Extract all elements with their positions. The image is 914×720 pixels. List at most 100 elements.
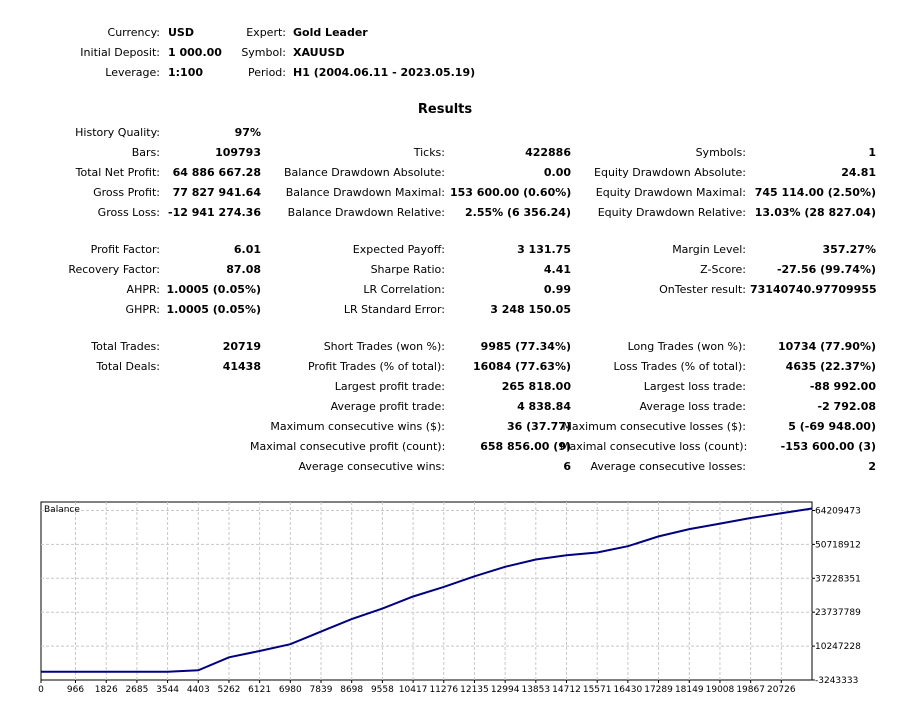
equity-drawdown-absolute-value: 24.81: [841, 166, 876, 179]
maximal-consecutive-profit-label: Maximal consecutive profit (count):: [250, 440, 446, 453]
ahpr-value: 1.0005 (0.05%): [166, 283, 262, 296]
period-value: H1 (2004.06.11 - 2023.05.19): [293, 66, 476, 79]
maximal-consecutive-loss-value: -153 600.00 (3): [780, 440, 876, 453]
x-tick-label: 13853: [521, 685, 550, 695]
y-tick-label: 10247228: [815, 642, 861, 652]
margin-level-label: Margin Level:: [672, 243, 746, 256]
x-tick-label: 3544: [156, 685, 179, 695]
margin-level-value: 357.27%: [822, 243, 876, 256]
x-tick-label: 15571: [583, 685, 612, 695]
ahpr-label: AHPR:: [126, 283, 160, 296]
ghpr-value: 1.0005 (0.05%): [166, 303, 262, 316]
lr-standard-error-value: 3 248 150.05: [490, 303, 571, 316]
recovery-factor-value: 87.08: [226, 263, 261, 276]
long-trades-value: 10734 (77.90%): [778, 340, 876, 353]
x-tick-label: 2685: [125, 685, 148, 695]
short-trades-label: Short Trades (won %):: [323, 340, 445, 353]
long-trades-label: Long Trades (won %):: [627, 340, 746, 353]
equity-drawdown-relative-label: Equity Drawdown Relative:: [597, 206, 746, 219]
x-tick-label: 6121: [248, 685, 271, 695]
lr-correlation-label: LR Correlation:: [363, 283, 445, 296]
average-consecutive-losses-value: 2: [868, 460, 876, 473]
maximal-consecutive-profit-value: 658 856.00 (9): [480, 440, 571, 453]
ontester-result-value: 73140740.97709955: [750, 283, 877, 296]
expert-value: Gold Leader: [293, 26, 368, 39]
z-score-label: Z-Score:: [700, 263, 746, 276]
y-tick-label: -3243333: [815, 676, 858, 686]
bars-label: Bars:: [131, 146, 160, 159]
average-profit-trade-label: Average profit trade:: [330, 400, 445, 413]
equity-drawdown-relative-value: 13.03% (28 827.04): [754, 206, 876, 219]
balance-drawdown-relative-value: 2.55% (6 356.24): [465, 206, 571, 219]
y-tick-label: 37228351: [815, 574, 861, 584]
expected-payoff-label: Expected Payoff:: [352, 243, 445, 256]
z-score-value: -27.56 (99.74%): [776, 263, 876, 276]
ghpr-label: GHPR:: [125, 303, 160, 316]
max-consecutive-losses-label: Maximum consecutive losses ($):: [562, 420, 746, 433]
gross-profit-value: 77 827 941.64: [172, 186, 261, 199]
balance-drawdown-maximal-value: 153 600.00 (0.60%): [450, 186, 572, 199]
x-tick-label: 16430: [614, 685, 643, 695]
x-tick-label: 10417: [399, 685, 428, 695]
expert-label: Expert:: [246, 26, 286, 39]
currency-label: Currency:: [107, 26, 160, 39]
x-tick-label: 12135: [460, 685, 489, 695]
x-tick-label: 966: [67, 685, 84, 695]
gross-loss-label: Gross Loss:: [97, 206, 160, 219]
x-tick-label: 19867: [736, 685, 765, 695]
x-tick-label: 17289: [644, 685, 673, 695]
x-tick-label: 18149: [675, 685, 704, 695]
x-tick-label: 7839: [310, 685, 333, 695]
ticks-label: Ticks:: [413, 146, 445, 159]
balance-drawdown-relative-label: Balance Drawdown Relative:: [287, 206, 445, 219]
total-trades-label: Total Trades:: [91, 340, 160, 353]
leverage-label: Leverage:: [105, 66, 160, 79]
average-loss-trade-label: Average loss trade:: [639, 400, 746, 413]
balance-drawdown-absolute-value: 0.00: [543, 166, 571, 179]
x-tick-label: 9558: [371, 685, 394, 695]
chart-frame: [40, 501, 813, 681]
balance-drawdown-absolute-label: Balance Drawdown Absolute:: [283, 166, 445, 179]
sharpe-ratio-value: 4.41: [543, 263, 571, 276]
balance-line: [41, 507, 813, 673]
y-tick-label: 64209473: [815, 506, 861, 516]
recovery-factor-label: Recovery Factor:: [68, 263, 160, 276]
leverage-value: 1:100: [168, 66, 204, 79]
lr-correlation-value: 0.99: [543, 283, 571, 296]
lr-standard-error-label: LR Standard Error:: [343, 303, 445, 316]
gross-profit-label: Gross Profit:: [93, 186, 160, 199]
symbols-value: 1: [868, 146, 876, 159]
ticks-value: 422886: [525, 146, 571, 159]
loss-trades-value: 4635 (22.37%): [785, 360, 876, 373]
largest-loss-trade-value: -88 992.00: [809, 380, 876, 393]
average-consecutive-wins-label: Average consecutive wins:: [298, 460, 445, 473]
ontester-result-label: OnTester result:: [659, 283, 746, 296]
short-trades-value: 9985 (77.34%): [480, 340, 571, 353]
x-tick-label: 8698: [340, 685, 363, 695]
symbol-label: Symbol:: [241, 46, 286, 59]
sharpe-ratio-label: Sharpe Ratio:: [370, 263, 445, 276]
loss-trades-label: Loss Trades (% of total):: [613, 360, 746, 373]
profit-factor-label: Profit Factor:: [90, 243, 160, 256]
largest-loss-trade-label: Largest loss trade:: [643, 380, 746, 393]
chart-title: Balance: [44, 505, 80, 515]
largest-profit-trade-label: Largest profit trade:: [334, 380, 445, 393]
x-tick-label: 12994: [491, 685, 520, 695]
total-net-profit-label: Total Net Profit:: [75, 166, 160, 179]
x-tick-label: 0: [38, 685, 44, 695]
maximal-consecutive-loss-label: Maximal consecutive loss (count):: [560, 440, 748, 453]
total-deals-label: Total Deals:: [96, 360, 160, 373]
total-trades-value: 20719: [222, 340, 261, 353]
symbols-label: Symbols:: [695, 146, 746, 159]
currency-value: USD: [168, 26, 194, 39]
history-quality-value: 97%: [234, 126, 261, 139]
average-consecutive-wins-value: 6: [563, 460, 571, 473]
initial-deposit-label: Initial Deposit:: [80, 46, 160, 59]
average-loss-trade-value: -2 792.08: [817, 400, 877, 413]
total-net-profit-value: 64 886 667.28: [172, 166, 261, 179]
x-tick-label: 4403: [187, 685, 210, 695]
results-title: Results: [417, 102, 473, 117]
symbol-value: XAUUSD: [293, 46, 345, 59]
equity-drawdown-absolute-label: Equity Drawdown Absolute:: [594, 166, 746, 179]
